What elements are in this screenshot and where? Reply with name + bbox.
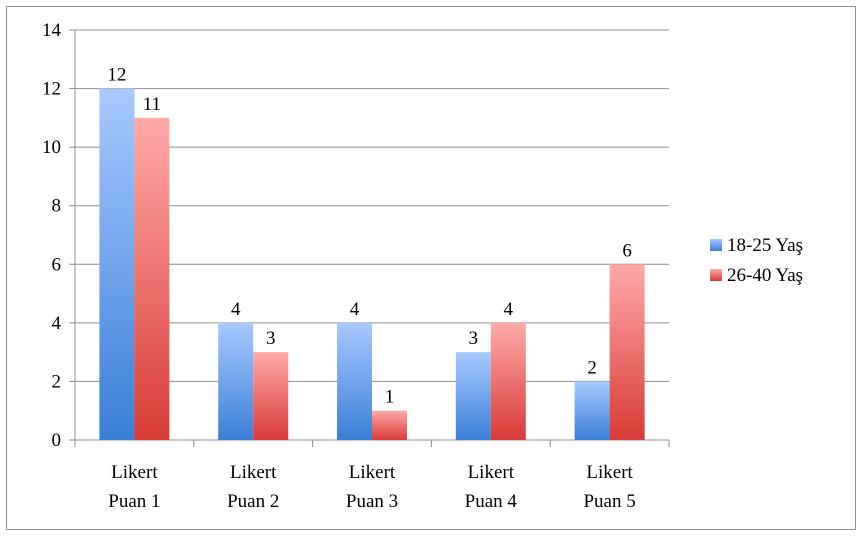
x-category-label: Likert [349,462,396,483]
x-category-label: Puan 3 [346,491,398,512]
data-label: 3 [266,328,276,349]
x-category-label: Likert [111,462,158,483]
x-category-label: Puan 5 [583,491,635,512]
data-label: 11 [143,94,161,115]
legend-swatch [710,269,722,281]
bars [99,88,645,441]
y-tick-label: 12 [42,79,61,100]
x-category-label: Likert [230,462,277,483]
bar-series-2 [490,322,526,440]
bar-series-2 [134,117,170,440]
bar-series-1 [574,381,610,440]
data-labels: 12 11 4 3 4 1 3 4 2 6 [107,65,631,408]
y-tick-label: 4 [52,313,62,334]
y-tick-label: 0 [52,430,62,451]
x-category-label: Puan 2 [227,491,279,512]
y-tick-label: 6 [52,254,62,275]
bar-series-1 [99,88,135,441]
legend-label: 18-25 Yaş [727,235,803,256]
legend: 18-25 Yaş 26-40 Yaş [710,235,803,286]
y-tick-label: 8 [52,196,62,217]
bar-series-1 [337,322,372,440]
bar-series-2 [372,410,407,440]
data-label: 6 [622,240,632,261]
gridlines [75,29,669,382]
legend-swatch [710,239,722,251]
y-tick-label: 10 [42,137,61,158]
data-label: 2 [587,357,597,378]
data-label: 1 [385,387,395,408]
y-tick-label: 2 [52,371,62,392]
x-category-label: Puan 4 [465,491,518,512]
data-label: 4 [350,299,360,320]
x-category-label: Likert [586,462,633,483]
y-tick-label: 14 [42,20,62,41]
bar-series-2 [609,264,645,440]
data-label: 12 [107,65,126,86]
data-label: 4 [231,299,241,320]
x-category-label: Likert [468,462,515,483]
bar-series-1 [455,352,491,440]
data-label: 4 [504,299,514,320]
bar-series-1 [218,322,254,440]
bar-series-2 [253,352,289,440]
x-category-label: Puan 1 [108,491,160,512]
data-label: 3 [469,328,479,349]
legend-label: 26-40 Yaş [727,265,803,286]
